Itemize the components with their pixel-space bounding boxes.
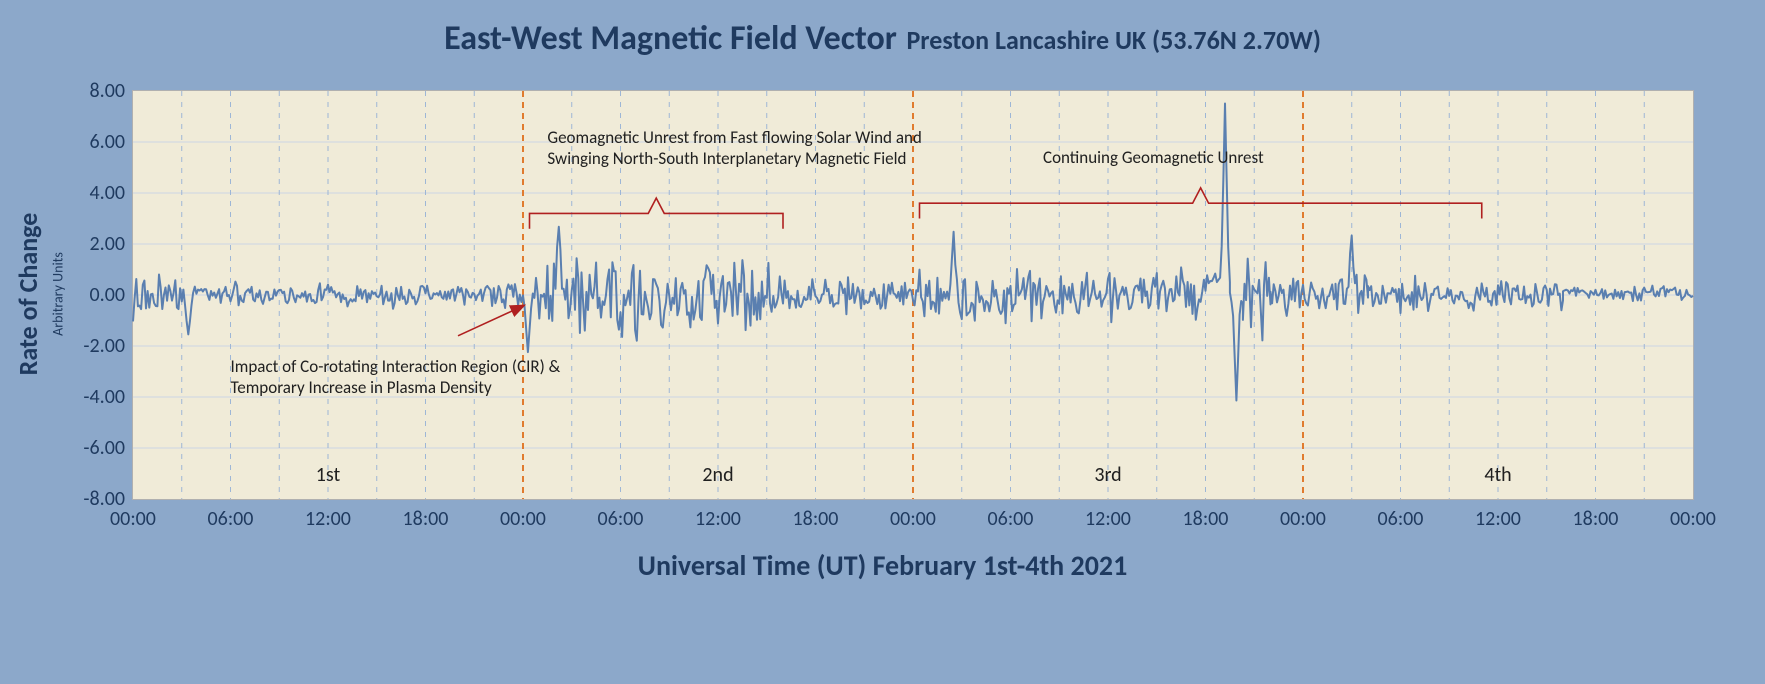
- x-tick-label: 00:00: [1670, 499, 1716, 531]
- y-axis-subtitle: Arbitrary Units: [50, 252, 67, 336]
- y-tick-label: -4.00: [83, 385, 133, 409]
- y-tick-label: 8.00: [90, 79, 133, 103]
- x-tick-label: 00:00: [890, 499, 936, 531]
- x-tick-label: 12:00: [1085, 499, 1131, 531]
- x-tick-label: 12:00: [305, 499, 351, 531]
- x-tick-label: 00:00: [1280, 499, 1326, 531]
- x-tick-label: 18:00: [793, 499, 839, 531]
- day-label: 3rd: [1094, 463, 1121, 487]
- y-axis-title: Rate of Change: [12, 213, 44, 376]
- day-label: 4th: [1484, 463, 1511, 487]
- x-tick-label: 12:00: [1475, 499, 1521, 531]
- x-tick-label: 06:00: [598, 499, 644, 531]
- plot-area: -8.00-6.00-4.00-2.000.002.004.006.008.00…: [132, 90, 1694, 500]
- x-tick-label: 06:00: [1378, 499, 1424, 531]
- title-sub: Preston Lancashire UK (53.76N 2.70W): [906, 24, 1320, 56]
- x-tick-label: 00:00: [500, 499, 546, 531]
- x-tick-label: 06:00: [988, 499, 1034, 531]
- y-tick-label: 0.00: [90, 283, 133, 307]
- chart-title: East-West Magnetic Field Vector Preston …: [0, 18, 1765, 59]
- y-tick-label: 2.00: [90, 232, 133, 256]
- x-tick-label: 12:00: [695, 499, 741, 531]
- y-tick-label: -2.00: [83, 334, 133, 358]
- x-axis-title: Universal Time (UT) February 1st-4th 202…: [0, 548, 1765, 583]
- annotation-cir-impact: Impact of Co-rotating Interaction Region…: [231, 356, 591, 399]
- annotation-unrest-1: Geomagnetic Unrest from Fast flowing Sol…: [547, 127, 947, 170]
- title-main: East-West Magnetic Field Vector: [444, 18, 897, 59]
- day-label: 2nd: [702, 463, 733, 487]
- x-tick-label: 18:00: [1573, 499, 1619, 531]
- y-tick-label: 6.00: [90, 130, 133, 154]
- day-label: 1st: [316, 463, 340, 487]
- chart-page: East-West Magnetic Field Vector Preston …: [0, 0, 1765, 684]
- x-tick-label: 18:00: [1183, 499, 1229, 531]
- x-tick-label: 00:00: [110, 499, 156, 531]
- y-tick-label: 4.00: [90, 181, 133, 205]
- x-tick-label: 06:00: [208, 499, 254, 531]
- x-tick-label: 18:00: [403, 499, 449, 531]
- y-tick-label: -6.00: [83, 436, 133, 460]
- annotation-unrest-2: Continuing Geomagnetic Unrest: [1043, 147, 1323, 168]
